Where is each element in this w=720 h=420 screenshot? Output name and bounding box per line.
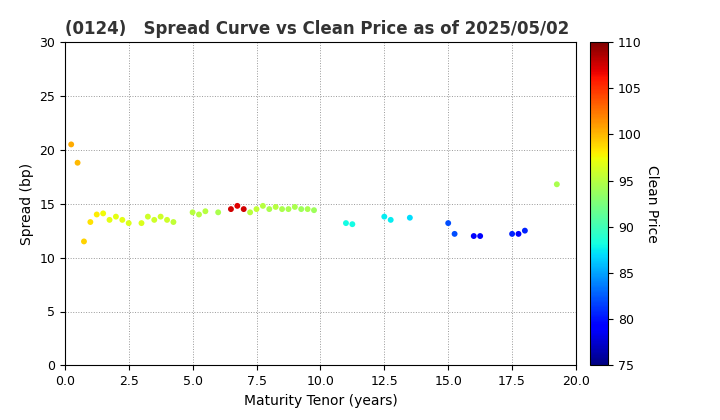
Point (199, 208, 211, 215)
Text: (0124)   Spread Curve vs Clean Price as of 2025/05/02: (0124) Spread Curve vs Clean Price as of… (65, 20, 569, 38)
Point (110, 213, 122, 220)
Point (257, 202, 269, 209)
Point (148, 217, 160, 223)
Point (104, 217, 115, 223)
Point (193, 211, 204, 218)
Point (270, 204, 282, 210)
Point (97, 210, 109, 217)
Point (123, 220, 135, 226)
Point (72, 159, 84, 166)
Point (136, 220, 148, 226)
Point (341, 220, 352, 226)
Point (289, 204, 301, 210)
Point (551, 181, 562, 188)
Point (91, 211, 102, 218)
Point (66, 141, 77, 148)
Point (468, 233, 480, 239)
Point (519, 227, 531, 234)
Point (238, 206, 250, 213)
Point (283, 206, 294, 213)
Point (78, 238, 90, 245)
X-axis label: Maturity Tenor (years): Maturity Tenor (years) (243, 394, 397, 408)
Point (225, 206, 237, 213)
Point (85, 219, 96, 226)
Point (117, 217, 128, 223)
Point (442, 220, 454, 226)
Point (295, 206, 307, 213)
Point (513, 231, 524, 237)
Point (187, 209, 199, 216)
Point (404, 214, 415, 221)
Point (155, 213, 166, 220)
Point (346, 221, 358, 228)
Y-axis label: Clean Price: Clean Price (644, 165, 659, 243)
Point (385, 217, 397, 223)
Point (232, 202, 243, 209)
Point (244, 209, 256, 216)
Y-axis label: Spread (bp): Spread (bp) (19, 163, 34, 245)
Point (161, 217, 173, 223)
Point (142, 213, 153, 220)
Point (251, 206, 262, 213)
Point (379, 213, 390, 220)
Point (276, 206, 288, 213)
Point (212, 209, 224, 216)
Point (302, 206, 313, 213)
Point (168, 219, 179, 226)
Point (474, 233, 486, 239)
Point (449, 231, 460, 237)
Point (264, 206, 275, 213)
Point (308, 207, 320, 213)
Point (506, 231, 518, 237)
